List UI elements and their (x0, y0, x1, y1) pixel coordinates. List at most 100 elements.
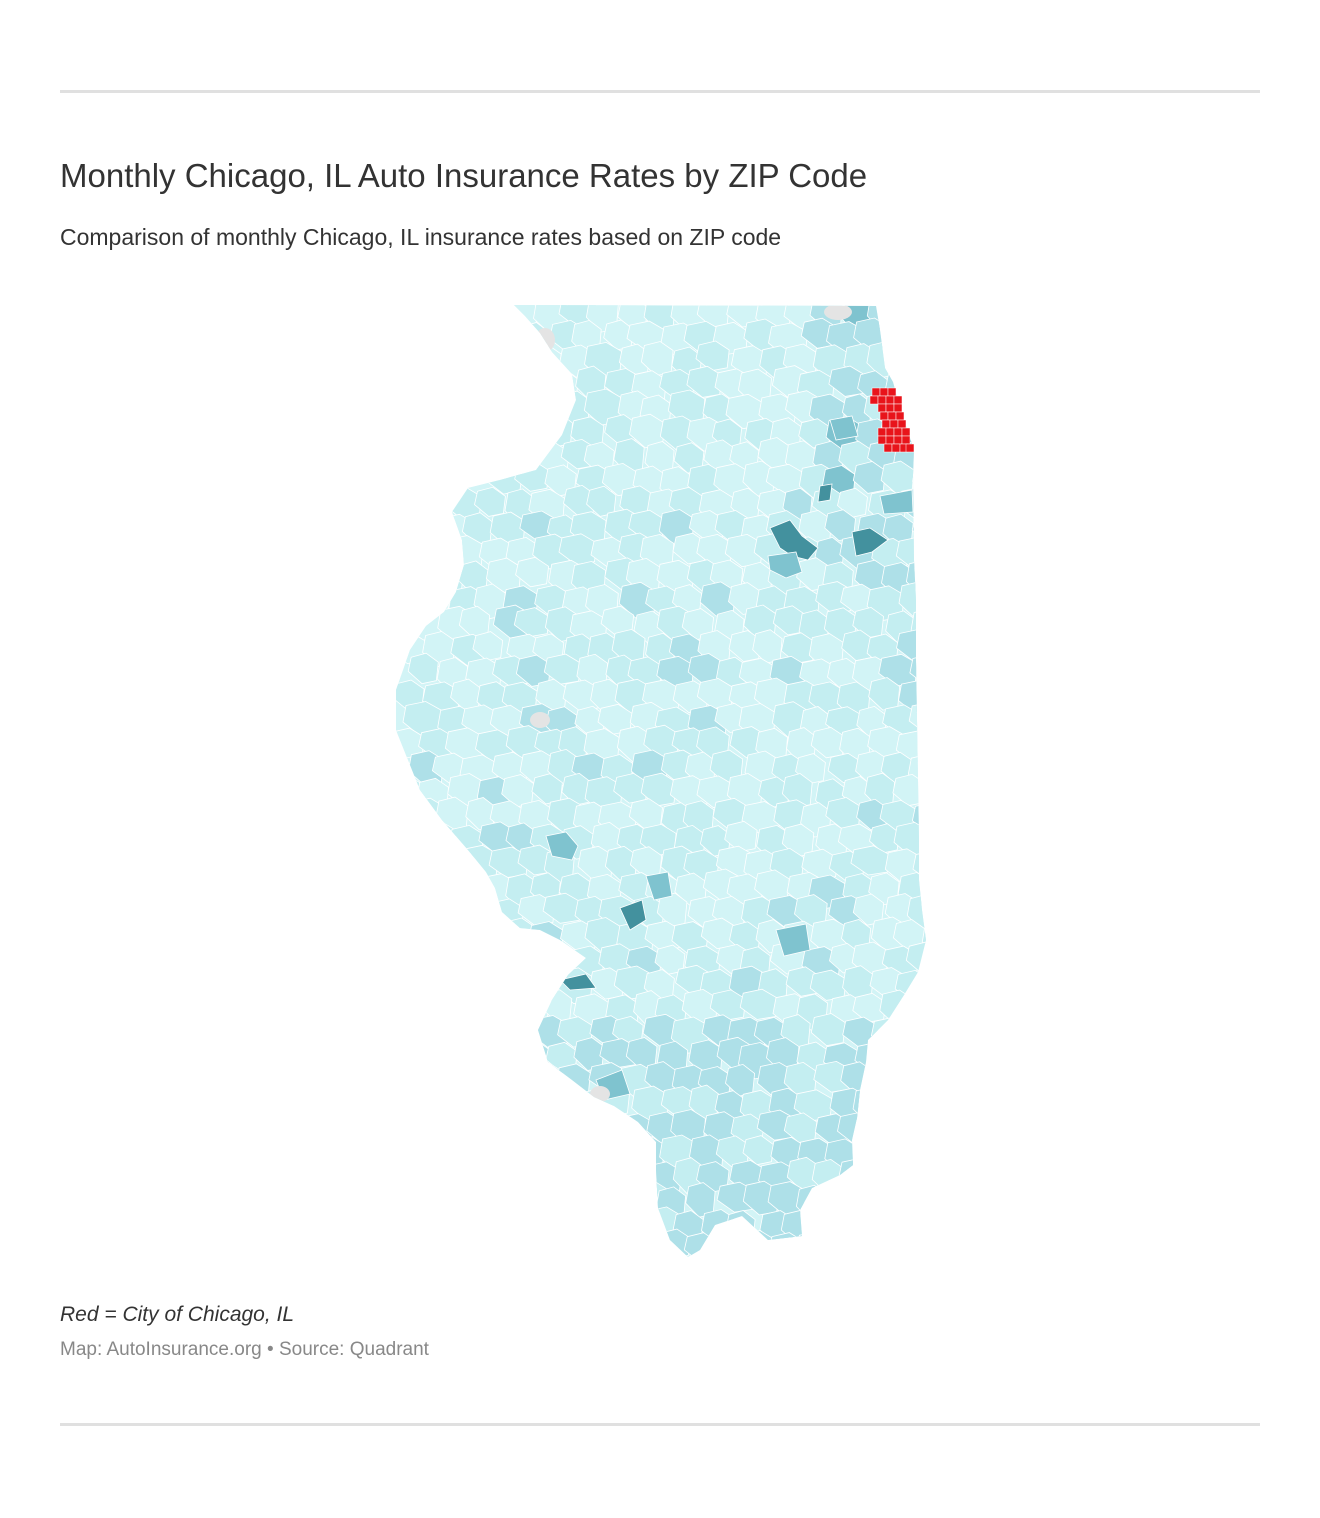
zip-area (448, 1161, 488, 1192)
zip-area (591, 1159, 625, 1191)
zip-area (780, 632, 816, 664)
zip-area (544, 1085, 577, 1123)
zip-area (519, 1084, 560, 1115)
zip-area (795, 1230, 831, 1257)
zip-area (545, 1232, 585, 1257)
zip-area (449, 872, 481, 910)
zip-area (518, 322, 549, 360)
chicago-zip-area (897, 419, 907, 429)
zip-area (433, 1138, 468, 1172)
zip-area (908, 994, 926, 1032)
zip-area (870, 1159, 905, 1192)
chicago-zip-area (879, 411, 889, 421)
zip-area (396, 537, 431, 569)
zip-area (893, 1111, 926, 1149)
zip-area (396, 1108, 421, 1144)
chicago-zip-area (895, 411, 905, 421)
zip-area (396, 439, 432, 472)
chicago-zip-area (887, 411, 897, 421)
zip-area (422, 1063, 453, 1099)
zip-area (911, 1234, 926, 1257)
map-credit: Map: AutoInsurance.org (60, 1339, 262, 1360)
zip-area (429, 848, 463, 885)
zip-area (882, 1137, 914, 1173)
zip-area (396, 1161, 422, 1195)
zip-area (407, 367, 442, 405)
zip-area (850, 845, 891, 876)
zip-area (520, 1137, 560, 1172)
zip-area (474, 438, 505, 472)
zip-area (492, 317, 528, 348)
chicago-zip-area (887, 387, 897, 397)
zip-area (421, 1016, 453, 1051)
zip-area (928, 537, 941, 573)
zip-area (436, 366, 474, 400)
zip-area (528, 1162, 562, 1200)
chicago-zip-area (877, 427, 887, 437)
zip-area (925, 681, 926, 717)
zip-area (457, 894, 492, 926)
zip-area (491, 992, 527, 1023)
zip-area-high-rate (559, 973, 597, 991)
zip-area-high-rate (769, 519, 819, 561)
chicago-zip-area (877, 403, 887, 413)
chicago-zip-area (869, 395, 879, 405)
zip-area (429, 320, 462, 357)
zip-area (396, 1065, 431, 1096)
zip-area (491, 1037, 526, 1070)
zip-area (396, 826, 426, 861)
zip-area (404, 944, 440, 982)
zip-area (444, 1063, 483, 1094)
zip-area (500, 1157, 534, 1194)
zip-area (895, 1063, 926, 1101)
zip-area (837, 487, 868, 518)
zip-area (489, 1086, 520, 1118)
zip-area (586, 1205, 619, 1240)
zip-area-high-rate (775, 923, 811, 957)
zip-area (443, 345, 480, 381)
chicago-zip-area (905, 443, 915, 453)
zip-area (396, 918, 428, 950)
zip-area (688, 510, 725, 541)
zip-area (573, 1184, 612, 1219)
zip-area (431, 1181, 469, 1213)
zip-area (531, 1112, 564, 1144)
zip-area (396, 1014, 420, 1047)
zip-area (419, 439, 450, 474)
zip-area (518, 1233, 552, 1257)
zip-area (795, 1184, 827, 1222)
zip-area-high-rate (851, 527, 889, 557)
zip-area (573, 1136, 612, 1173)
zip-area (925, 341, 926, 378)
zip-area (499, 1064, 533, 1095)
source-link[interactable]: Source: Quadrant (278, 1339, 429, 1360)
zip-area (780, 1209, 815, 1245)
zip-area (922, 391, 926, 426)
zip-area (910, 1086, 926, 1120)
zip-area (907, 319, 926, 356)
zip-area (450, 1018, 491, 1054)
zip-area (475, 1206, 514, 1241)
zip-area (420, 1208, 457, 1245)
zip-area (912, 460, 926, 496)
zip-area (405, 414, 443, 451)
zip-area (612, 1209, 644, 1245)
zip-area (450, 437, 484, 472)
chicago-zip-area (893, 403, 903, 413)
zip-area (506, 305, 539, 332)
zip-area (541, 1136, 572, 1170)
zip-area (402, 1137, 438, 1169)
zip-area (825, 1229, 856, 1257)
zip-area-high-rate (767, 551, 803, 579)
zip-area (542, 892, 582, 924)
zip-area (460, 416, 496, 452)
zip-area (905, 1182, 926, 1214)
zip-area (416, 871, 449, 910)
zip-area (919, 728, 926, 764)
zip-area (432, 896, 464, 928)
zip-area (474, 919, 505, 957)
chicago-zip-area (891, 443, 901, 453)
zip-area (404, 894, 441, 932)
zip-area (436, 1232, 473, 1257)
zip-area (852, 1086, 886, 1125)
